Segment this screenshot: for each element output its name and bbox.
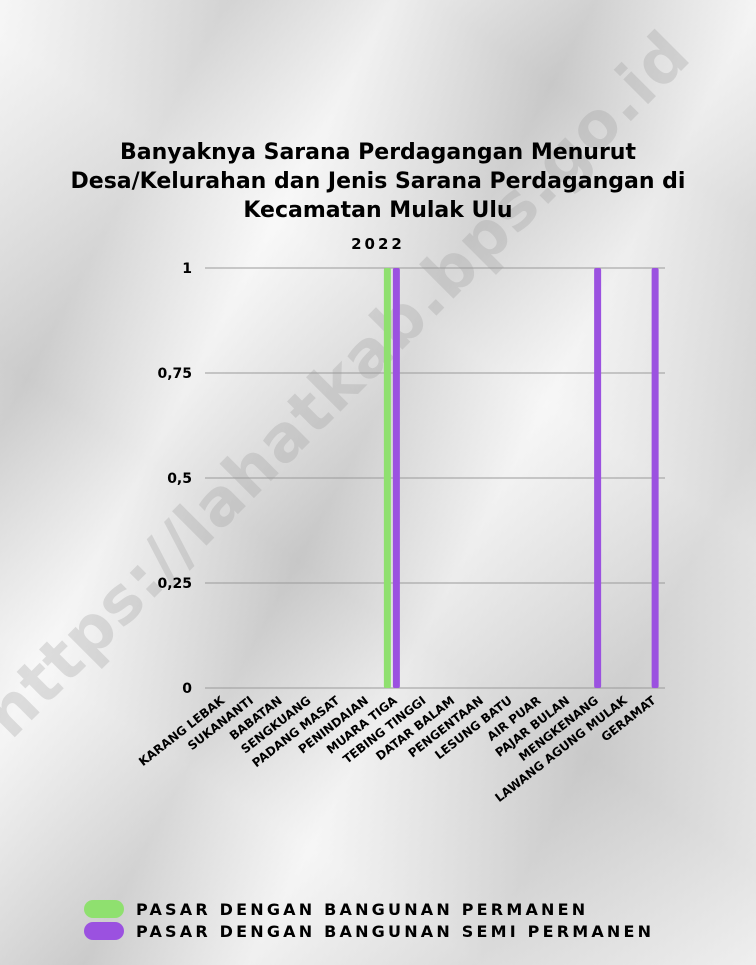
- chart-subtitle: 2022: [351, 235, 405, 253]
- bars: [383, 268, 659, 688]
- legend: PASAR DENGAN BANGUNAN PERMANEN PASAR DEN…: [84, 898, 654, 942]
- y-tick-label: 0,75: [157, 366, 192, 382]
- y-tick-label: 0: [182, 681, 192, 697]
- y-tick-label: 0,5: [167, 471, 192, 487]
- y-tick-label: 1: [182, 261, 192, 277]
- legend-item-semi-permanen: PASAR DENGAN BANGUNAN SEMI PERMANEN: [84, 920, 654, 942]
- bar-permanen: [383, 268, 391, 688]
- bar-semi-permanen: [594, 268, 602, 688]
- bar-semi-permanen: [651, 268, 659, 688]
- bar-semi-permanen: [392, 268, 400, 688]
- legend-swatch-permanen: [84, 900, 124, 918]
- gridlines: [205, 267, 665, 689]
- legend-swatch-semi-permanen: [84, 922, 124, 940]
- legend-label-semi-permanen: PASAR DENGAN BANGUNAN SEMI PERMANEN: [136, 921, 655, 941]
- y-tick-labels: 0 0,25 0,5 0,75 1: [157, 261, 192, 697]
- legend-label-permanen: PASAR DENGAN BANGUNAN PERMANEN: [136, 899, 589, 919]
- x-tick-labels: KARANG LEBAKSUKANANTIBABATANSENGKUANGPAD…: [136, 693, 659, 805]
- y-tick-label: 0,25: [157, 576, 192, 592]
- legend-item-permanen: PASAR DENGAN BANGUNAN PERMANEN: [84, 898, 654, 920]
- chart-title: Banyaknya Sarana Perdagangan Menurut Des…: [70, 140, 686, 223]
